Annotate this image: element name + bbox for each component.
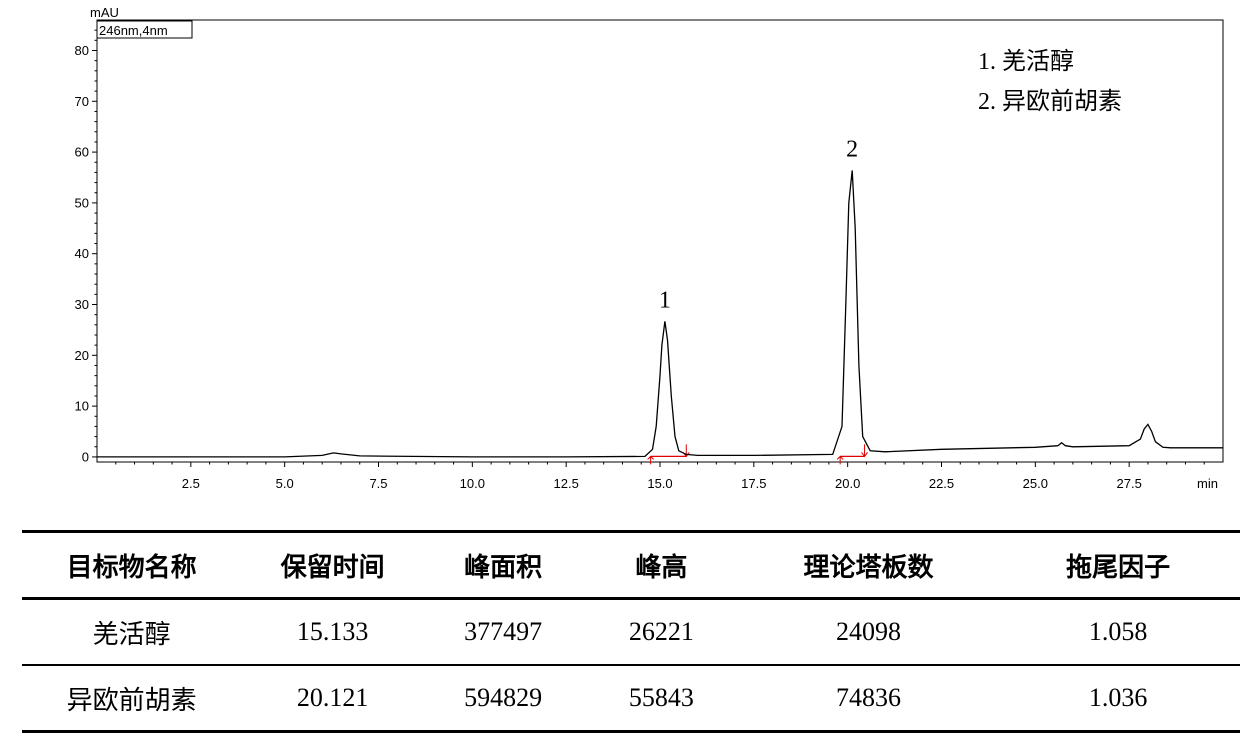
x-tick-label: 17.5: [741, 476, 766, 491]
y-axis-ticks: 0 10 20 30 40 50 60 70 80: [75, 29, 97, 464]
cell-peak-area: 377497: [423, 598, 583, 666]
legend-entry-2: 2. 异欧前胡素: [978, 88, 1122, 115]
header-compound: 目标物名称: [22, 530, 242, 600]
header-tailing-factor: 拖尾因子: [996, 530, 1240, 600]
x-tick-label: 2.5: [182, 476, 200, 491]
cell-peak-area: 594829: [423, 665, 583, 733]
table-row: 异欧前胡素 20.121 594829 55843 74836 1.036: [22, 665, 1240, 733]
x-tick-label: 5.0: [276, 476, 294, 491]
x-tick-label: 10.0: [460, 476, 485, 491]
y-tick-label: 70: [75, 94, 89, 109]
cell-peak-height: 55843: [582, 665, 741, 733]
chromatogram-trace: [97, 170, 1223, 458]
legend: 1. 羌活醇 2. 异欧前胡素: [978, 48, 1122, 115]
cell-plate-count: 24098: [740, 598, 997, 666]
header-peak-area: 峰面积: [423, 530, 583, 600]
y-tick-label: 30: [75, 297, 89, 312]
cell-tailing-factor: 1.058: [996, 598, 1240, 666]
cell-retention-time: 15.133: [241, 598, 424, 666]
integration-start-arrow: [647, 455, 654, 465]
x-tick-label: 22.5: [929, 476, 954, 491]
cell-peak-height: 26221: [582, 598, 741, 666]
cell-compound: 羌活醇: [22, 598, 242, 666]
table-row: 羌活醇 15.133 377497 26221 24098 1.058: [22, 598, 1240, 666]
y-tick-label: 10: [75, 399, 89, 414]
x-tick-label: 20.0: [835, 476, 860, 491]
x-tick-label: 27.5: [1117, 476, 1142, 491]
peak-labels: 12: [659, 136, 858, 313]
integration-end-arrow: [861, 444, 868, 458]
y-tick-label: 50: [75, 195, 89, 210]
cell-retention-time: 20.121: [241, 665, 424, 733]
y-tick-label: 20: [75, 348, 89, 363]
header-plate-count: 理论塔板数: [740, 530, 997, 600]
x-tick-label: 15.0: [647, 476, 672, 491]
legend-entry-1: 1. 羌活醇: [978, 48, 1074, 75]
y-axis-label: mAU: [90, 5, 119, 20]
channel-label: 246nm,4nm: [99, 23, 168, 38]
header-retention-time: 保留时间: [241, 530, 424, 600]
header-peak-height: 峰高: [582, 530, 741, 600]
x-axis-ticks: 2.5 5.0 7.5 10.0 12.5 15.0 17.5 20.0 22.5 25.0 27.…: [115, 462, 1205, 491]
x-tick-label: 25.0: [1023, 476, 1048, 491]
y-tick-label: 40: [75, 246, 89, 261]
x-tick-label: 12.5: [554, 476, 579, 491]
table-header-row: 目标物名称 保留时间 峰面积 峰高 理论塔板数 拖尾因子: [22, 530, 1240, 600]
cell-compound: 异欧前胡素: [22, 665, 242, 733]
chromatogram-chart: mAU 246nm,4nm 0 10 20 30 40 50 60 70 80 2.5 5.0 7.…: [75, 5, 1224, 491]
channel-label-box: 246nm,4nm: [96, 20, 193, 39]
y-tick-label: 60: [75, 145, 89, 160]
x-tick-label: 7.5: [369, 476, 387, 491]
plot-frame: [96, 19, 1224, 463]
x-axis-label: min: [1197, 476, 1218, 491]
cell-plate-count: 74836: [740, 665, 997, 733]
cell-tailing-factor: 1.036: [996, 665, 1240, 733]
y-tick-label: 80: [75, 43, 89, 58]
peak-label: 2: [846, 136, 858, 162]
peak-label: 1: [659, 287, 671, 313]
integration-start-arrow: [836, 455, 844, 465]
y-tick-label: 0: [82, 449, 89, 464]
results-table: 目标物名称 保留时间 峰面积 峰高 理论塔板数 拖尾因子 羌活醇 15.133 …: [22, 530, 1240, 733]
